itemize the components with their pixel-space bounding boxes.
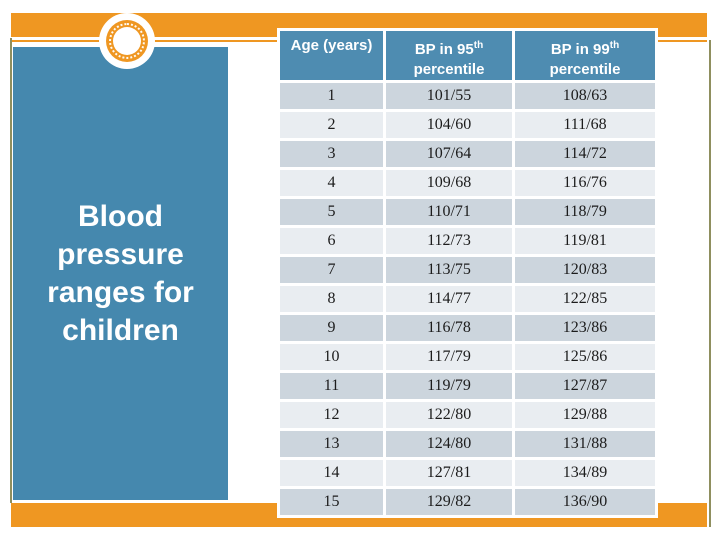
cell-age: 9 — [280, 315, 383, 341]
cell-age: 7 — [280, 257, 383, 283]
cell-bp95: 127/81 — [386, 460, 512, 486]
column-header-bp95: BP in 95th percentile — [386, 31, 512, 80]
table-row: 11 119/79 127/87 — [280, 373, 655, 399]
cell-bp99: 125/86 — [515, 344, 655, 370]
table-row: 14 127/81 134/89 — [280, 460, 655, 486]
cell-age: 15 — [280, 489, 383, 515]
cell-bp99: 136/90 — [515, 489, 655, 515]
column-header-age: Age (years) — [280, 31, 383, 80]
cell-bp99: 134/89 — [515, 460, 655, 486]
column-header-bp95-line2: percentile — [413, 61, 485, 78]
cell-bp99: 116/76 — [515, 170, 655, 196]
column-header-bp99-line2: percentile — [549, 61, 621, 78]
cell-bp95: 114/77 — [386, 286, 512, 312]
table-row: 8 114/77 122/85 — [280, 286, 655, 312]
cell-bp95: 107/64 — [386, 141, 512, 167]
cell-bp95: 109/68 — [386, 170, 512, 196]
cell-bp95: 116/78 — [386, 315, 512, 341]
cell-bp95: 110/71 — [386, 199, 512, 225]
circle-ornament-center — [113, 27, 141, 55]
bp-table: Age (years) BP in 95th percentile BP in … — [277, 28, 658, 518]
cell-bp95: 104/60 — [386, 112, 512, 138]
cell-bp99: 108/63 — [515, 83, 655, 109]
table-header-row: Age (years) BP in 95th percentile BP in … — [280, 31, 655, 80]
slide-title: Blood pressure ranges for children — [47, 199, 194, 347]
cell-age: 13 — [280, 431, 383, 457]
cell-age: 4 — [280, 170, 383, 196]
cell-bp95: 119/79 — [386, 373, 512, 399]
cell-age: 10 — [280, 344, 383, 370]
table-row: 2 104/60 111/68 — [280, 112, 655, 138]
table-header: Age (years) BP in 95th percentile BP in … — [280, 31, 655, 80]
column-header-age-label: Age (years) — [290, 37, 373, 54]
column-header-bp95-line1: BP in 95th — [414, 40, 484, 58]
cell-bp99: 111/68 — [515, 112, 655, 138]
table-row: 4 109/68 116/76 — [280, 170, 655, 196]
cell-bp99: 120/83 — [515, 257, 655, 283]
left-vertical-rule — [10, 38, 12, 503]
cell-bp99: 119/81 — [515, 228, 655, 254]
cell-age: 5 — [280, 199, 383, 225]
cell-age: 1 — [280, 83, 383, 109]
table-row: 9 116/78 123/86 — [280, 315, 655, 341]
cell-bp99: 123/86 — [515, 315, 655, 341]
cell-bp95: 129/82 — [386, 489, 512, 515]
table-row: 15 129/82 136/90 — [280, 489, 655, 515]
table-row: 7 113/75 120/83 — [280, 257, 655, 283]
superscript-th: th — [473, 40, 484, 51]
cell-bp99: 114/72 — [515, 141, 655, 167]
cell-bp99: 129/88 — [515, 402, 655, 428]
cell-age: 3 — [280, 141, 383, 167]
table-row: 3 107/64 114/72 — [280, 141, 655, 167]
column-header-bp99-line1: BP in 99th — [550, 40, 620, 58]
cell-bp99: 122/85 — [515, 286, 655, 312]
cell-bp95: 124/80 — [386, 431, 512, 457]
cell-bp99: 127/87 — [515, 373, 655, 399]
table-row: 12 122/80 129/88 — [280, 402, 655, 428]
cell-bp95: 117/79 — [386, 344, 512, 370]
cell-bp95: 112/73 — [386, 228, 512, 254]
cell-bp95: 101/55 — [386, 83, 512, 109]
table-row: 1 101/55 108/63 — [280, 83, 655, 109]
table-row: 6 112/73 119/81 — [280, 228, 655, 254]
title-panel: Blood pressure ranges for children — [13, 47, 228, 500]
table-row: 5 110/71 118/79 — [280, 199, 655, 225]
cell-age: 12 — [280, 402, 383, 428]
cell-bp99: 131/88 — [515, 431, 655, 457]
column-header-bp99: BP in 99th percentile — [515, 31, 655, 80]
superscript-th: th — [609, 40, 620, 51]
cell-age: 2 — [280, 112, 383, 138]
table-row: 10 117/79 125/86 — [280, 344, 655, 370]
cell-bp95: 122/80 — [386, 402, 512, 428]
table-row: 13 124/80 131/88 — [280, 431, 655, 457]
right-vertical-rule — [709, 40, 711, 527]
cell-age: 14 — [280, 460, 383, 486]
circle-ornament-dashed-ring — [109, 23, 145, 59]
cell-bp99: 118/79 — [515, 199, 655, 225]
cell-age: 11 — [280, 373, 383, 399]
cell-age: 6 — [280, 228, 383, 254]
table-body: 1 101/55 108/63 2 104/60 111/68 3 107/64 114/72 4… — [280, 83, 655, 515]
cell-age: 8 — [280, 286, 383, 312]
circle-ornament-icon — [99, 13, 155, 69]
cell-bp95: 113/75 — [386, 257, 512, 283]
